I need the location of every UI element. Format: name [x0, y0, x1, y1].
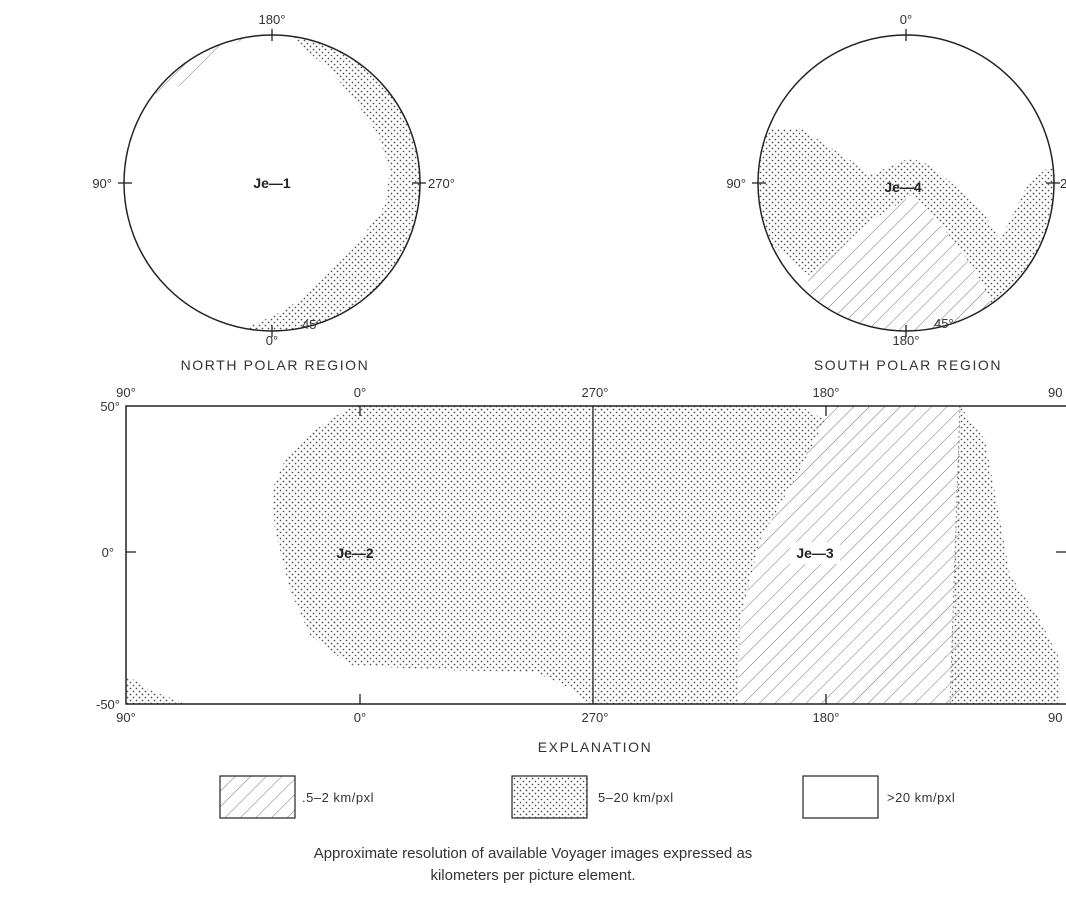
- legend-label-blank: >20 km/pxl: [887, 790, 955, 805]
- figure-caption: Approximate resolution of available Voya…: [0, 843, 1066, 887]
- legend: EXPLANATION .5–2 km/pxl 5–20 km/pxl >20 …: [219, 739, 955, 819]
- eq-dotted-area-mid: [593, 406, 825, 704]
- eq-map-frame: [125, 405, 1066, 705]
- south-polar-map: 0° 90° 2 180° 45° Je—4 SOUTH POLAR REGIO…: [726, 12, 1066, 373]
- caption-line-1: Approximate resolution of available Voya…: [313, 845, 753, 862]
- south-lon-left: 90°: [726, 176, 746, 191]
- eq-top-lon-3: 270°: [582, 385, 609, 400]
- eq-hatched-area: [738, 406, 960, 704]
- eq-lat-top: 50°: [100, 399, 120, 414]
- south-hatched-fill: [808, 195, 990, 331]
- north-region-label: Je—1: [253, 175, 291, 191]
- eq-lat-mid: 0°: [102, 545, 114, 560]
- south-lon-right: 2: [1060, 176, 1066, 191]
- north-polar-map: 180° 90° 270° 0° 45° Je—1 NORTH POLAR RE…: [92, 12, 455, 373]
- legend-swatch-hatched: [219, 775, 296, 819]
- equatorial-map: 90° 0° 270° 180° 90 90° 0° 270° 180° 90 …: [96, 385, 1066, 725]
- south-region-label: Je—4: [884, 179, 922, 195]
- south-lon-bottom: 180°: [893, 333, 920, 348]
- eq-bottom-lon-4: 180°: [813, 710, 840, 725]
- eq-bottom-lon-1: 90°: [116, 710, 136, 725]
- eq-bottom-lon-3: 270°: [582, 710, 609, 725]
- legend-swatch-dotted: [511, 775, 588, 819]
- eq-top-lon-1: 90°: [116, 385, 136, 400]
- north-dotted-area: [240, 35, 420, 331]
- north-polar-title: NORTH POLAR REGION: [181, 357, 370, 373]
- eq-dotted-area-left: [272, 406, 593, 704]
- south-lat-label: 45°: [934, 316, 954, 331]
- eq-dotted-corner: [126, 675, 186, 704]
- eq-top-lon-4: 180°: [813, 385, 840, 400]
- north-lat-label: 45°: [302, 317, 322, 332]
- north-lon-left: 90°: [92, 176, 112, 191]
- north-hatched-area: [150, 35, 252, 100]
- eq-dotted-area-right: [950, 406, 1060, 704]
- eq-lat-bottom: -50°: [96, 697, 120, 712]
- caption-line-2: kilometers per picture element.: [430, 867, 636, 884]
- north-lon-bottom: 0°: [266, 333, 278, 348]
- south-lon-top: 0°: [900, 12, 912, 27]
- legend-item-hatched: .5–2 km/pxl: [219, 775, 374, 819]
- eq-bottom-lon-2: 0°: [354, 710, 366, 725]
- legend-swatch-blank: [802, 775, 879, 819]
- north-lon-right: 270°: [428, 176, 455, 191]
- north-lon-top: 180°: [259, 12, 286, 27]
- eq-top-lon-2: 0°: [354, 385, 366, 400]
- legend-item-blank: >20 km/pxl: [802, 775, 955, 819]
- eq-region-right: Je—3: [796, 545, 834, 561]
- eq-region-left: Je—2: [336, 545, 374, 561]
- eq-bottom-lon-5: 90: [1048, 710, 1062, 725]
- eq-top-lon-5: 90: [1048, 385, 1062, 400]
- legend-item-dotted: 5–20 km/pxl: [511, 775, 674, 819]
- legend-title: EXPLANATION: [538, 739, 653, 755]
- south-polar-title: SOUTH POLAR REGION: [814, 357, 1002, 373]
- legend-label-dotted: 5–20 km/pxl: [598, 790, 674, 805]
- legend-label-hatched: .5–2 km/pxl: [302, 790, 374, 805]
